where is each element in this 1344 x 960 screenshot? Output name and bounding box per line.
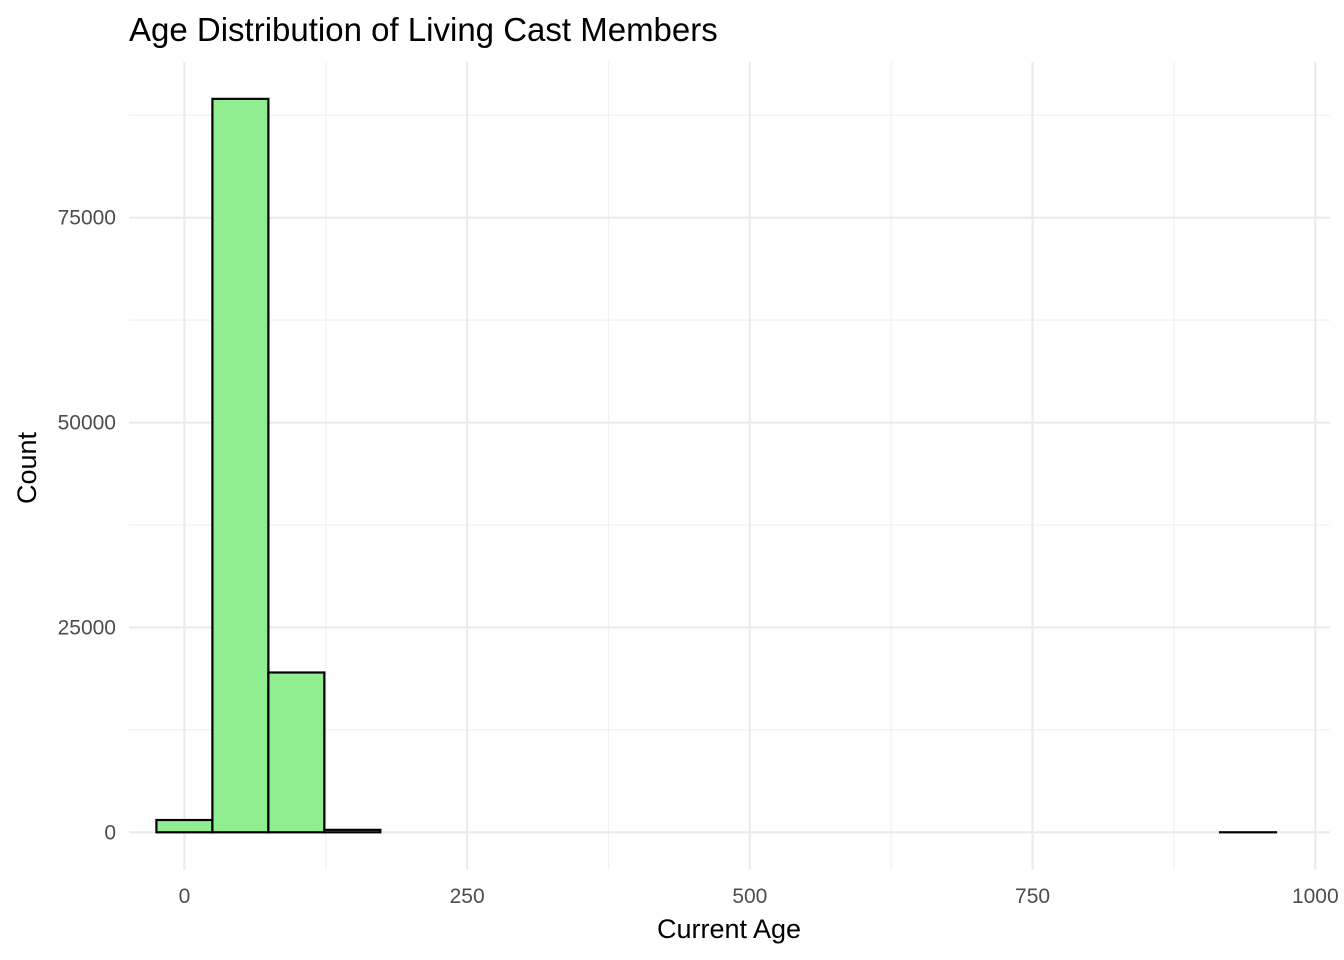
grid [129,62,1330,870]
histogram-bar-3 [323,828,382,834]
x-tick-label-1: 250 [450,885,485,908]
histogram-bar-1 [211,97,270,834]
x-axis-title: Current Age [657,914,801,944]
y-axis-title: Count [12,431,42,504]
x-axis-tick-labels: 0 250 500 750 1000 [179,885,1339,908]
y-tick-label-1: 25000 [58,616,116,639]
y-tick-label-3: 75000 [58,207,116,230]
x-tick-label-0: 0 [179,885,191,908]
x-tick-label-2: 500 [732,885,767,908]
histogram-bar-0 [155,818,214,834]
chart-title: Age Distribution of Living Cast Members [129,11,718,48]
x-tick-label-3: 750 [1015,885,1050,908]
y-tick-label-2: 50000 [58,412,116,435]
y-tick-label-0: 0 [104,821,116,844]
y-axis-tick-labels: 0 25000 50000 75000 [58,207,116,845]
histogram-bar-2 [267,671,326,834]
x-tick-label-4: 1000 [1292,885,1339,908]
histogram-bars [155,97,1278,834]
